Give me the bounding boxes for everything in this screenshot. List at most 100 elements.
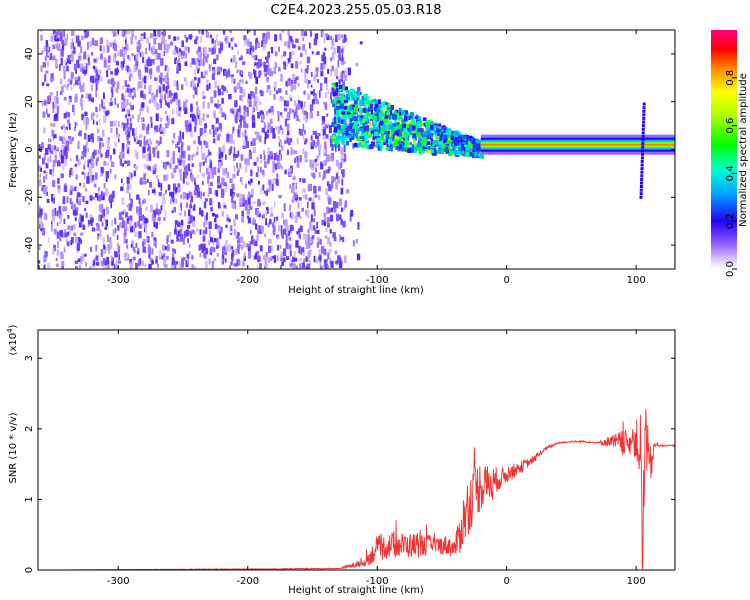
spectrogram-cell bbox=[195, 36, 199, 40]
spectrogram-cell bbox=[80, 221, 83, 225]
colorbar-tick-label: 0.6 bbox=[725, 118, 736, 134]
spectrogram-cell bbox=[290, 36, 293, 42]
spectrogram-cell bbox=[92, 65, 96, 70]
spectrogram-cell bbox=[336, 173, 338, 179]
spectrogram-cell bbox=[44, 56, 48, 62]
spectrogram-cell bbox=[390, 147, 393, 152]
spectrogram-cell bbox=[219, 105, 223, 114]
spectrogram-cell bbox=[156, 89, 158, 98]
spectrogram-cell bbox=[332, 135, 336, 140]
spectrogram-cell bbox=[262, 201, 266, 205]
spectrogram-cell bbox=[253, 55, 257, 59]
spectrogram-cell bbox=[58, 236, 62, 242]
spectrogram-cell bbox=[155, 258, 158, 264]
spectrogram-cell bbox=[99, 229, 102, 237]
spike-cell bbox=[641, 142, 645, 145]
spectrogram-cell bbox=[213, 247, 216, 252]
spectrogram-cell bbox=[242, 261, 245, 267]
spectrogram-cell bbox=[354, 121, 359, 125]
spectrogram-cell bbox=[43, 255, 47, 263]
spectrogram-cell bbox=[311, 139, 314, 146]
spectrogram-cell bbox=[273, 228, 276, 236]
spectrogram-cell bbox=[78, 265, 81, 269]
spectrogram-cell bbox=[188, 230, 191, 236]
spectrogram-cell bbox=[224, 114, 227, 120]
spectrogram-cell bbox=[222, 30, 226, 35]
spectrogram-cell bbox=[286, 123, 290, 132]
spectrogram-cell bbox=[326, 181, 330, 187]
spectrogram-cell bbox=[328, 125, 332, 133]
spectrogram-cell bbox=[280, 113, 284, 119]
spectrogram-cell bbox=[337, 34, 341, 41]
spectrogram-cell bbox=[95, 77, 98, 83]
spectrogram-cell bbox=[285, 80, 289, 87]
spectrogram-cell bbox=[252, 110, 254, 117]
spectrogram-cell bbox=[104, 226, 108, 230]
spectrogram-cell bbox=[321, 219, 324, 226]
spectrogram-cell bbox=[311, 163, 315, 168]
spectrogram-cell bbox=[449, 148, 453, 152]
spectrogram-cell bbox=[323, 101, 327, 105]
spectrogram-cell bbox=[391, 145, 395, 148]
spectrogram-cell bbox=[125, 123, 128, 128]
spectrogram-cell bbox=[318, 249, 321, 257]
spectrogram-cell bbox=[41, 230, 46, 234]
spectrogram-cell bbox=[279, 245, 282, 249]
spectrogram-cell bbox=[276, 154, 280, 161]
spectrogram-cell bbox=[69, 190, 73, 196]
spectrogram-cell bbox=[290, 212, 294, 219]
spectrogram-cell bbox=[166, 115, 168, 121]
spectrogram-cell bbox=[248, 180, 250, 185]
spectrogram-cell bbox=[148, 153, 152, 161]
spectrogram-cell bbox=[341, 207, 344, 212]
spectrogram-cell bbox=[137, 220, 141, 228]
spectrogram-cell bbox=[299, 263, 301, 269]
y-tick-label: -40 bbox=[24, 237, 35, 253]
spectrogram-cell bbox=[393, 110, 397, 115]
spectrogram-cell bbox=[228, 148, 232, 156]
spectrogram-cell bbox=[96, 121, 98, 126]
spectrogram-cell bbox=[61, 263, 64, 269]
spectrogram-cell bbox=[107, 46, 110, 52]
spectrogram-cell bbox=[67, 242, 70, 247]
spectrogram-cell bbox=[69, 169, 71, 178]
spectrogram-cell bbox=[404, 116, 408, 121]
spectrogram-cell bbox=[67, 120, 70, 124]
spectrogram-cell bbox=[286, 149, 289, 156]
spectrogram-cell bbox=[409, 114, 414, 119]
spectrogram-cell bbox=[407, 113, 411, 116]
spike-cell bbox=[640, 167, 644, 171]
spectrogram-cell bbox=[315, 135, 319, 140]
spectrogram-cell bbox=[143, 198, 146, 203]
spectrogram-cell bbox=[184, 35, 187, 39]
spectrogram-cell bbox=[126, 204, 129, 208]
spectrogram-cell bbox=[90, 112, 94, 121]
spectrogram-cell bbox=[51, 208, 56, 217]
spectrogram-cell bbox=[346, 89, 350, 94]
spectrogram-cell bbox=[326, 222, 331, 228]
spectrogram-cell bbox=[40, 167, 42, 173]
spectrogram-cell bbox=[200, 71, 204, 79]
spectrogram-cell bbox=[130, 105, 134, 111]
spectrogram-cell bbox=[42, 111, 46, 118]
spectrogram-cell bbox=[277, 88, 282, 93]
spectrogram-cell bbox=[308, 197, 312, 201]
spectrogram-cell bbox=[241, 210, 244, 216]
spectrogram-cell bbox=[367, 112, 370, 116]
spectrogram-cell bbox=[225, 168, 228, 174]
spectrogram-cell bbox=[372, 115, 377, 121]
spectrogram-cell bbox=[197, 114, 200, 119]
spectrogram-cell bbox=[143, 135, 146, 144]
spike-cell bbox=[641, 149, 645, 153]
spectrogram-cell bbox=[112, 148, 116, 155]
spectrogram-cell bbox=[219, 183, 222, 189]
spectrogram-cell bbox=[327, 265, 330, 269]
spectrogram-cell bbox=[442, 148, 447, 152]
spectrogram-cell bbox=[91, 52, 94, 56]
spectrogram-cell bbox=[232, 55, 236, 63]
spectrogram-cell bbox=[136, 139, 140, 145]
spectrogram-cell bbox=[53, 145, 56, 151]
spectrogram-cell bbox=[111, 194, 114, 203]
spectrogram-cell bbox=[240, 55, 243, 60]
spectrogram-cell bbox=[303, 115, 307, 121]
